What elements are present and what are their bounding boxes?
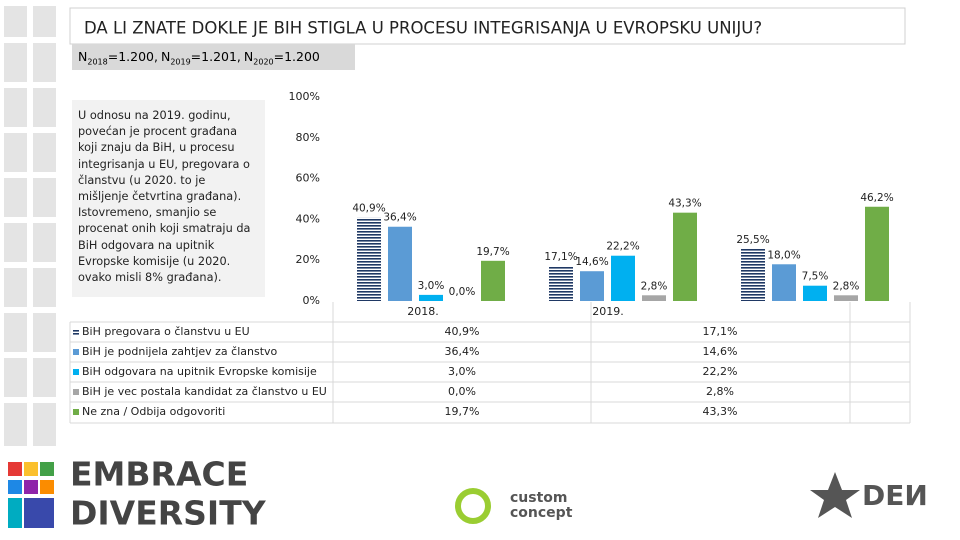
sample-size: N2018=1.200, [78,49,158,67]
legend-swatch [73,409,79,415]
logo-blocks [8,462,54,528]
bar [549,266,573,301]
data-label: 17,1% [544,251,577,263]
table-cell: 43,3% [703,405,738,418]
data-label: 36,4% [383,212,416,224]
table-cell: 0,0% [448,385,476,398]
note: U odnosu na 2019. godinu, povećan je pro… [72,100,265,297]
partner-logo: concept [510,505,573,521]
data-label: 2,8% [833,280,860,292]
data-label: 0,0% [449,286,476,298]
bar [580,271,604,301]
legend-label: BiH je vec postala kandidat za članstvo … [82,385,327,398]
legend-label: BiH pregovara o članstvu u EU [82,325,250,338]
partner-icon [455,488,491,524]
logo-text: DIVERSITY [70,494,267,533]
legend-swatch [73,349,79,355]
title: DA LI ZNATE DOKLE JE BIH STIGLA U PROCES… [84,19,762,38]
bar [803,285,827,301]
data-label: 22,2% [606,241,639,253]
data-label: 7,5% [802,271,829,283]
sample-size: N2020=1.200 [243,49,320,67]
data-label: 43,3% [668,198,701,210]
right-logo: DEИ [862,479,928,512]
y-tick-label: 40% [296,212,320,225]
legend-label: BiH je podnijela zahtjev za članstvo [82,345,278,358]
left-strip-lines [4,6,56,446]
y-tick-label: 80% [296,131,320,144]
data-label: 25,5% [736,234,769,246]
table-cell: 2,8% [706,385,734,398]
title-box [69,7,906,45]
data-label: 18,0% [767,249,800,261]
sample-size-text: =1.200 [273,49,320,64]
table-cell: 36,4% [445,345,480,358]
sample-size-symbol: N [78,49,88,64]
logo-text: EMBRACE [70,455,248,494]
bar [419,294,443,301]
legend-swatch [73,389,79,395]
data-label: 14,6% [575,256,608,268]
y-tick-label: 100% [289,90,320,103]
table-cell: 14,6% [703,345,738,358]
y-tick-label: 20% [296,253,320,266]
legend-label: BiH odgovara na upitnik Evropske komisij… [82,365,317,378]
data-label: 19,7% [476,246,509,258]
table-cell: 3,0% [448,365,476,378]
y-tick-label: 0% [303,294,320,307]
bar [357,217,381,301]
sample-size-text: =1.201, [190,49,241,64]
sample-size-symbol: N [160,49,171,64]
legend-swatch [73,369,79,375]
bar [834,295,858,301]
bar [611,255,635,301]
legend-swatch [73,329,79,335]
bar [772,264,796,301]
sample-size-year: 2019 [170,57,191,67]
sample-size-year: 2018 [87,57,108,67]
x-tick-label: 2018. [407,305,439,318]
table-cell: 17,1% [703,325,738,338]
table-cell: 19,7% [445,405,480,418]
data-label: 3,0% [418,280,445,292]
bar [388,226,412,301]
sample-size: N2019=1.201, [160,49,241,67]
table-cell: 40,9% [445,325,480,338]
sample-size-symbol: N [243,49,254,64]
data-label: 46,2% [860,192,893,204]
data-label: 40,9% [352,203,385,215]
star-icon [810,472,860,518]
bar [642,295,666,301]
legend-label: Ne zna / Odbija odgovoriti [82,405,225,418]
table-grid [69,302,911,424]
table-cell: 22,2% [703,365,738,378]
bar [481,260,505,301]
bar [741,248,765,301]
data-label: 2,8% [641,280,668,292]
bar [865,206,889,301]
y-tick-label: 60% [296,172,320,185]
sample-size-text: =1.200, [107,49,158,64]
partner-logo: custom [510,490,568,506]
sample-sizes: N2018=1.200, N2019=1.201, N2020=1.200 [72,44,355,70]
bar [673,212,697,301]
x-tick-label: 2019. [592,305,624,318]
sample-size-year: 2020 [253,57,274,67]
